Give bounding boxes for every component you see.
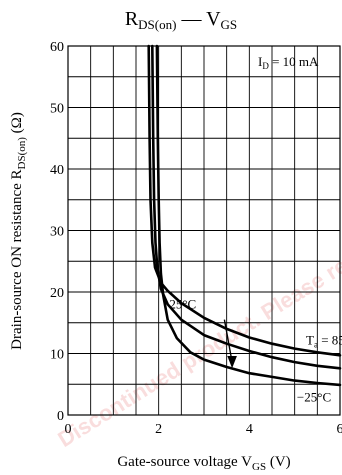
annotation-ta-85c: Ta = 85°C bbox=[306, 332, 342, 349]
ylabel-sub: DS(on) bbox=[16, 137, 28, 170]
title-sep: — bbox=[176, 8, 206, 30]
x-tick-label: 2 bbox=[155, 422, 162, 437]
x-tick-label: 6 bbox=[337, 422, 342, 437]
y-tick-label: 50 bbox=[50, 102, 64, 117]
annotation-25c: 25°C bbox=[169, 296, 196, 311]
grid-lines bbox=[67, 45, 341, 416]
xlabel-sub: GS bbox=[252, 461, 266, 473]
y-tick-label: 30 bbox=[50, 225, 64, 240]
y-tick-label: 0 bbox=[57, 409, 64, 424]
condition-sub: D bbox=[262, 61, 269, 71]
xlabel-text: Gate-source voltage V bbox=[117, 454, 252, 470]
series-line-25-c bbox=[155, 44, 342, 387]
annotation-arrow-shaft bbox=[223, 319, 233, 363]
title-main-sub: DS(on) bbox=[138, 17, 176, 32]
series-line-85-c bbox=[147, 44, 342, 357]
ylabel-text: Drain-source ON resistance R bbox=[9, 169, 25, 349]
y-tick-label: 40 bbox=[50, 163, 64, 178]
x-axis-label: Gate-source voltage VGS (V) bbox=[117, 454, 290, 473]
condition-rest: = 10 mA bbox=[269, 54, 319, 69]
condition-i: I bbox=[258, 54, 262, 69]
title-x: V bbox=[206, 8, 221, 30]
y-tick-label: 20 bbox=[50, 286, 64, 301]
plot-frame bbox=[67, 45, 341, 416]
ylabel-unit: (Ω) bbox=[9, 112, 25, 137]
title-main: R bbox=[125, 8, 139, 30]
y-tick-label: 10 bbox=[50, 348, 64, 363]
chart-title: RDS(on) — VGS bbox=[125, 8, 237, 32]
condition-label: ID = 10 mA bbox=[258, 54, 319, 71]
series-line-25-c bbox=[151, 44, 342, 370]
annotations: 25°C Ta = 85°C −25°C bbox=[169, 296, 342, 404]
series-curves bbox=[147, 44, 342, 387]
x-tick-label: 0 bbox=[65, 422, 72, 437]
title-x-sub: GS bbox=[221, 17, 238, 32]
y-tick-label: 60 bbox=[50, 40, 64, 55]
x-tick-label: 4 bbox=[246, 422, 253, 437]
y-axis-label: Drain-source ON resistance RDS(on) (Ω) bbox=[9, 112, 28, 350]
annotation-minus-25c: −25°C bbox=[297, 389, 331, 404]
annotation-arrow-head bbox=[227, 355, 237, 369]
xlabel-unit: (V) bbox=[266, 454, 291, 470]
